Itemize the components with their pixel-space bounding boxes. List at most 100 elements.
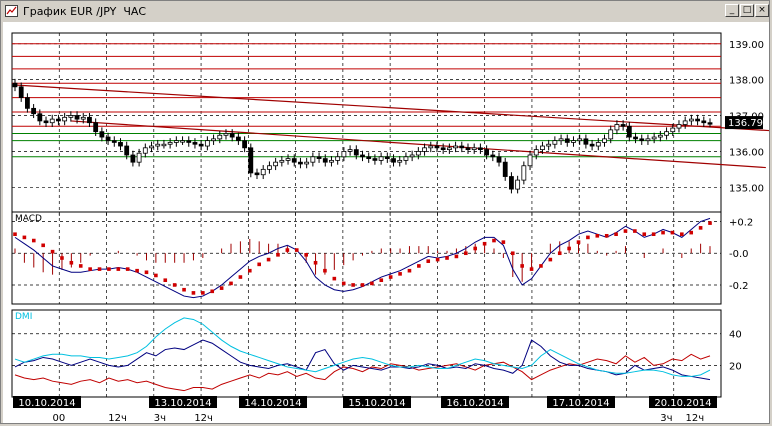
candle-body: [391, 158, 396, 163]
macd-signal-point: [633, 229, 637, 233]
date-label-box: [649, 396, 717, 408]
macd-signal-point: [125, 267, 130, 271]
chart-area[interactable]: 139.00138.00137.00136.00135.00136.79+0.2…: [3, 22, 769, 423]
candle-body: [93, 122, 99, 133]
candle-body: [620, 124, 626, 127]
macd-signal-point: [576, 240, 581, 244]
macd-signal-point: [31, 238, 36, 243]
macd-signal-point: [219, 286, 224, 290]
candle-body: [149, 145, 154, 149]
chart-app-icon: [5, 5, 18, 17]
candle-body: [533, 149, 539, 156]
macd-signal-point: [332, 276, 337, 281]
candle-body: [515, 179, 521, 190]
date-label: 16.10.2014: [446, 398, 503, 409]
macd-signal-point: [708, 221, 712, 225]
candle-body: [248, 147, 254, 174]
trend-line: [14, 84, 769, 132]
candle-body: [335, 156, 341, 161]
minimize-button[interactable]: _: [725, 4, 739, 17]
candle-body: [589, 143, 595, 147]
macd-signal-point: [238, 275, 243, 279]
candle-body: [267, 165, 272, 170]
date-label-group: 16.10.2014: [441, 396, 509, 409]
candle-body: [298, 161, 303, 165]
macd-signal-point: [529, 267, 534, 271]
price-axis-tick-label: 135.00: [729, 183, 764, 194]
last-price-label: 136.79: [728, 118, 763, 129]
candle-body: [167, 142, 173, 145]
macd-signal-point: [285, 248, 290, 252]
candle-body: [626, 125, 632, 138]
macd-axis-tick-label: +0.2: [729, 218, 753, 229]
maximize-button[interactable]: □: [740, 4, 754, 17]
candle-body: [31, 107, 37, 115]
candle-body: [397, 159, 403, 163]
candle-body: [422, 147, 427, 152]
candle-body: [229, 133, 235, 138]
candle-body: [316, 156, 322, 159]
macd-signal-point: [60, 256, 64, 260]
candle-body: [198, 143, 204, 147]
candle-body: [124, 145, 130, 156]
candle-body: [490, 154, 496, 158]
macd-signal-point: [257, 262, 261, 267]
date-label-box: [441, 396, 509, 408]
candle-body: [546, 143, 552, 147]
date-label-group: 10.10.2014: [13, 396, 81, 409]
candle-body: [353, 149, 359, 156]
macd-signal-point: [510, 251, 515, 256]
last-price-box: [725, 116, 763, 130]
macd-title: MACD: [15, 214, 42, 224]
date-label-box: [13, 396, 81, 408]
close-button[interactable]: ×: [755, 4, 769, 17]
macd-signal-point: [360, 283, 365, 287]
macd-signal-point: [417, 264, 421, 268]
date-label-group: 17.10.2014: [547, 396, 615, 409]
dmi-adx-line: [14, 317, 711, 377]
candle-body: [273, 161, 279, 167]
candle-body: [614, 124, 620, 131]
hour-label: 12ч: [194, 413, 213, 423]
candle-body: [74, 115, 80, 120]
date-label-group: 20.10.2014: [649, 396, 717, 409]
macd-signal-point: [116, 267, 121, 271]
candle-body: [602, 138, 607, 143]
candle-body: [43, 120, 49, 124]
dmi-minus-line: [14, 353, 711, 392]
candle-body: [192, 142, 198, 145]
hour-label: 12ч: [108, 413, 127, 423]
candle-body: [37, 113, 43, 122]
candle-body: [99, 131, 105, 138]
candle-body: [341, 151, 347, 158]
macd-signal-point: [294, 248, 299, 252]
date-label-group: 14.10.2014: [239, 396, 307, 409]
macd-signal-point: [445, 256, 449, 260]
chart-canvas[interactable]: 139.00138.00137.00136.00135.00136.79+0.2…: [3, 22, 769, 423]
candle-body: [285, 158, 291, 161]
macd-signal-point: [323, 268, 327, 273]
macd-signal-point: [97, 267, 102, 271]
macd-signal-point: [661, 230, 665, 235]
candle-body: [682, 120, 688, 125]
date-label-box: [239, 396, 307, 408]
macd-signal-point: [22, 235, 27, 240]
date-label-group: 13.10.2014: [149, 396, 217, 409]
macd-signal-point: [182, 287, 186, 292]
candle-body: [552, 140, 558, 145]
candle-body: [707, 122, 713, 125]
trend-line: [70, 120, 766, 169]
macd-signal-point: [313, 260, 318, 265]
candle-body: [18, 86, 24, 98]
candle-body: [471, 147, 477, 151]
candle-body: [633, 136, 638, 140]
candle-body: [155, 143, 161, 147]
macd-pane: [11, 211, 722, 305]
macd-signal-point: [78, 264, 83, 268]
candle-body: [465, 147, 471, 151]
candle-body: [595, 142, 601, 147]
title-bar[interactable]: График EUR /JPY ЧАС _ □ ×: [3, 3, 769, 20]
macd-signal-point: [680, 232, 684, 237]
candle-body: [366, 156, 372, 159]
